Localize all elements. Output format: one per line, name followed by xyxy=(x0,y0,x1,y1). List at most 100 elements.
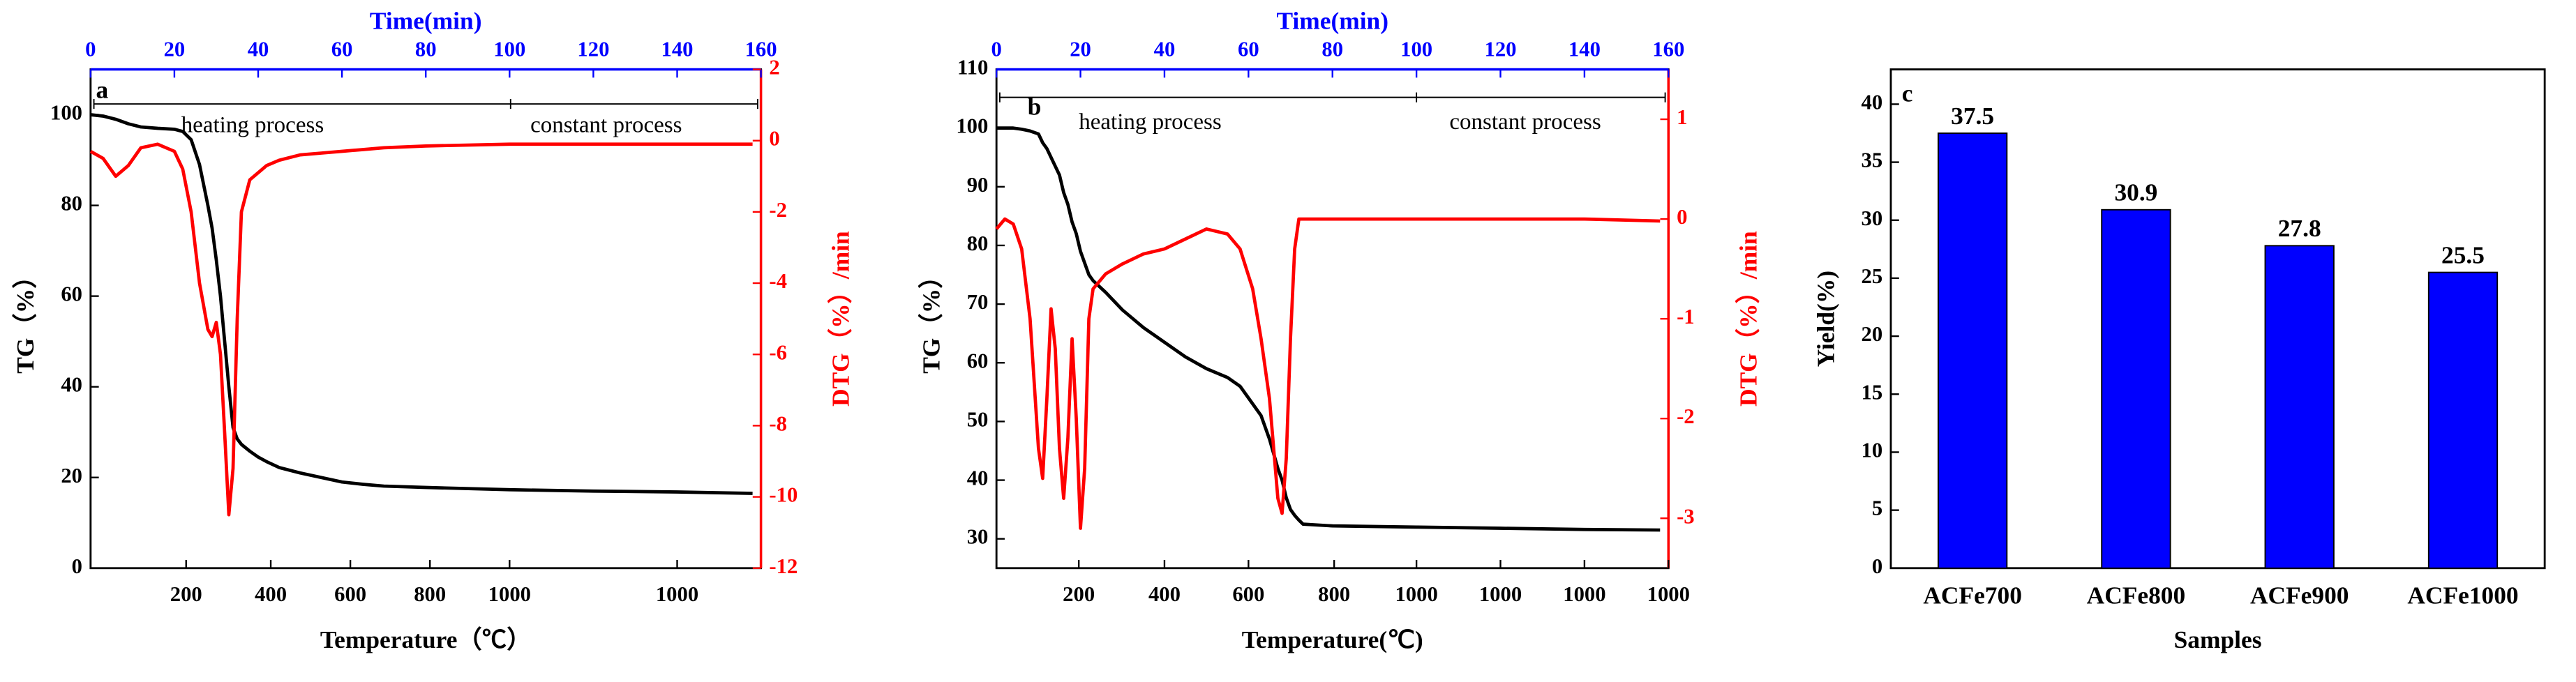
y2-tick-label: -1 xyxy=(1677,305,1695,328)
value-label: 30.9 xyxy=(2114,179,2157,206)
y2-tick-label: -8 xyxy=(769,411,787,435)
annotation: heating process xyxy=(1079,109,1222,135)
x-tick-label: 1000 xyxy=(1563,582,1605,606)
y-tick-label: 40 xyxy=(1862,90,1883,114)
x2-tick-label: 120 xyxy=(1485,38,1517,61)
y-axis-label: TG（%） xyxy=(918,264,945,373)
bar xyxy=(2101,209,2171,569)
y-tick-label: 20 xyxy=(1862,322,1883,346)
y2-tick-label: -10 xyxy=(769,483,797,507)
x-tick-label: ACFe700 xyxy=(1923,581,2022,609)
y-tick-label: 40 xyxy=(61,373,82,397)
x2-tick-label: 0 xyxy=(991,38,1001,61)
y-tick-label: 35 xyxy=(1862,149,1883,172)
data-line xyxy=(90,113,753,495)
y-tick-label: 50 xyxy=(967,407,989,431)
y2-axis-label: DTG（%）/min xyxy=(1734,231,1762,407)
y-tick-label: 110 xyxy=(957,56,988,79)
x-tick-label: 600 xyxy=(1232,582,1264,606)
bar xyxy=(1937,132,2008,569)
x-tick-label: 1000 xyxy=(1479,582,1522,606)
x-tick-label: 600 xyxy=(334,582,366,606)
x2-tick-label: 140 xyxy=(661,38,693,61)
panel-label: b xyxy=(1028,92,1042,120)
y-tick-label: 100 xyxy=(956,114,988,138)
plot-frame xyxy=(1889,68,2546,570)
value-label: 25.5 xyxy=(2441,241,2485,268)
x-tick-label: 1000 xyxy=(1395,582,1437,606)
x2-axis-label: Time(min) xyxy=(1276,7,1388,35)
x-axis-label: Samples xyxy=(2174,626,2262,653)
x-tick-label: 1000 xyxy=(1647,582,1690,606)
x-tick-label: 800 xyxy=(414,582,446,606)
x-tick-label: ACFe1000 xyxy=(2407,581,2518,609)
x2-tick-label: 100 xyxy=(493,38,525,61)
x-tick-label: 200 xyxy=(170,582,202,606)
y-tick-label: 10 xyxy=(1862,438,1883,462)
panel-label: c xyxy=(1902,79,1913,107)
y2-axis-label: DTG（%）/min xyxy=(827,231,855,407)
y2-tick-label: -4 xyxy=(769,269,787,293)
bar xyxy=(2264,245,2335,569)
data-line xyxy=(996,126,1661,532)
x-tick-label: 1000 xyxy=(656,582,698,606)
y-axis-label: TG（%） xyxy=(11,264,39,373)
x-tick-label: 400 xyxy=(255,582,287,606)
x2-axis-label: Time(min) xyxy=(370,7,482,35)
y-tick-label: 70 xyxy=(967,290,989,314)
y2-tick-label: 0 xyxy=(1677,205,1687,229)
x-tick-label: ACFe900 xyxy=(2250,581,2349,609)
x2-tick-label: 100 xyxy=(1400,38,1432,61)
y-tick-label: 60 xyxy=(967,349,989,372)
y-tick-label: 60 xyxy=(61,282,82,306)
x-axis-label: Temperature（℃） xyxy=(320,626,532,653)
annotation: constant process xyxy=(1449,109,1601,135)
x2-tick-label: 80 xyxy=(1321,38,1343,61)
y2-tick-label: -2 xyxy=(1677,404,1695,428)
y2-tick-label: 2 xyxy=(769,56,779,79)
value-label: 27.8 xyxy=(2278,214,2321,242)
annotation: constant process xyxy=(530,113,682,138)
x-axis-label: Temperature(℃) xyxy=(1242,626,1423,653)
x2-tick-label: 60 xyxy=(1238,38,1259,61)
x2-tick-label: 20 xyxy=(1070,38,1091,61)
y-tick-label: 80 xyxy=(967,232,989,255)
x2-tick-label: 140 xyxy=(1568,38,1601,61)
y-tick-label: 20 xyxy=(61,464,82,487)
y-tick-label: 15 xyxy=(1862,380,1883,404)
y-tick-label: 5 xyxy=(1872,497,1882,520)
x-tick-label: 1000 xyxy=(488,582,531,606)
bar xyxy=(2427,271,2499,569)
y2-tick-label: -12 xyxy=(769,554,797,578)
x-tick-label: 400 xyxy=(1148,582,1181,606)
x2-tick-label: 120 xyxy=(577,38,609,61)
x2-tick-label: 160 xyxy=(1652,38,1684,61)
data-line xyxy=(995,217,1661,530)
y-tick-label: 80 xyxy=(61,192,82,215)
x-tick-label: 800 xyxy=(1318,582,1350,606)
y-tick-label: 30 xyxy=(967,525,989,549)
y2-tick-label: 1 xyxy=(1677,105,1687,129)
x2-tick-label: 80 xyxy=(415,38,437,61)
panel-label: a xyxy=(96,76,109,104)
annotation: heating process xyxy=(181,113,324,138)
y2-tick-label: 0 xyxy=(769,127,779,151)
data-line xyxy=(89,142,753,517)
y-tick-label: 25 xyxy=(1862,264,1883,288)
y-tick-label: 40 xyxy=(967,467,989,490)
x2-tick-label: 60 xyxy=(331,38,353,61)
x2-tick-label: 40 xyxy=(248,38,269,61)
y-tick-label: 100 xyxy=(50,101,82,125)
y2-tick-label: -6 xyxy=(769,340,787,364)
y-tick-label: 0 xyxy=(72,554,82,578)
y2-tick-label: -3 xyxy=(1677,504,1695,528)
y-tick-label: 0 xyxy=(1872,554,1882,578)
x2-tick-label: 160 xyxy=(745,38,777,61)
y-axis-label: Yield(%) xyxy=(1811,271,1839,367)
x2-tick-label: 20 xyxy=(164,38,186,61)
y-tick-label: 30 xyxy=(1862,206,1883,230)
x2-tick-label: 40 xyxy=(1154,38,1176,61)
x-tick-label: 200 xyxy=(1063,582,1095,606)
